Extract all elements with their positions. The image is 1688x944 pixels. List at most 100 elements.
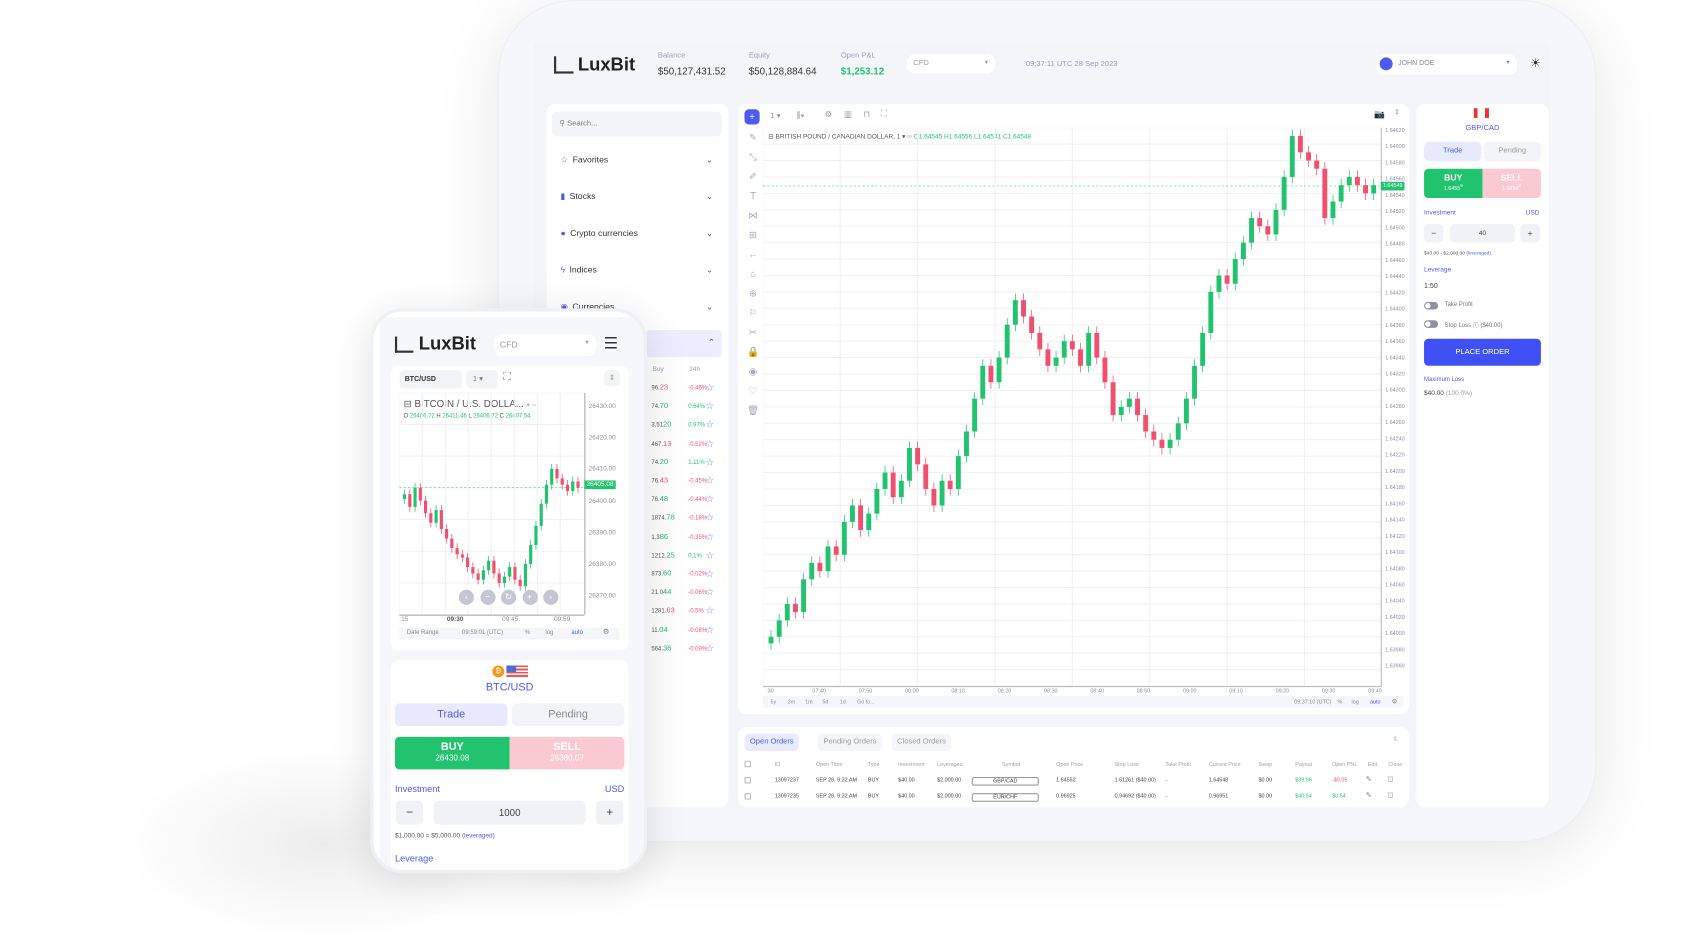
date-range-button[interactable]: Date Range — [406, 629, 439, 637]
main-candlestick-chart[interactable] — [762, 127, 1382, 687]
favorite-star-icon[interactable]: ☆ — [705, 586, 715, 598]
drawing-tool-icon[interactable]: ⤡ — [749, 151, 758, 163]
favorite-star-icon[interactable]: ☆ — [705, 437, 715, 449]
settings-icon[interactable]: ⚙ — [824, 109, 833, 120]
drawing-tool-icon[interactable]: ⋈ — [748, 209, 759, 221]
sidebar-item-currencies[interactable]: ◉ Currencies ⌄ — [552, 293, 722, 319]
range-button[interactable]: Go to... — [857, 699, 875, 706]
edit-pencil-icon[interactable]: ✎ — [1365, 775, 1372, 784]
market-row-buy[interactable]: 1281.63 — [651, 607, 674, 615]
favorite-star-icon[interactable]: ☆ — [705, 642, 715, 654]
market-row-buy[interactable]: 3.5120 — [651, 421, 671, 429]
place-order-button[interactable]: PLACE ORDER — [1424, 338, 1541, 366]
favorite-star-icon[interactable]: ☆ — [705, 400, 715, 412]
phone-decrease-button[interactable]: − — [396, 800, 424, 825]
favorite-star-icon[interactable]: ☆ — [705, 530, 715, 542]
range-button[interactable]: 3m — [787, 699, 796, 706]
expand-icon[interactable]: ⛶ — [503, 371, 511, 384]
sell-button[interactable]: SELL 1.64540 — [1482, 168, 1541, 199]
indicators-icon[interactable]: ▥ — [844, 109, 853, 120]
favorite-star-icon[interactable]: ☆ — [705, 456, 715, 468]
phone-tab-pending[interactable]: Pending — [511, 703, 625, 727]
decrease-button[interactable]: − — [1424, 223, 1444, 243]
collapse-icon[interactable]: ⇕ — [1393, 109, 1401, 117]
drawing-tool-icon[interactable]: ✂ — [749, 326, 758, 338]
market-row-buy[interactable]: 74.70 — [651, 403, 668, 411]
percent-toggle[interactable]: % — [1337, 699, 1343, 706]
close-order-icon[interactable]: ⊡ — [1387, 792, 1394, 800]
orders-tab[interactable]: Pending Orders — [818, 733, 882, 751]
row-checkbox[interactable] — [744, 776, 751, 784]
tab-pending[interactable]: Pending — [1483, 141, 1541, 162]
interval-select[interactable]: 1 ▾ — [770, 112, 781, 121]
phone-candlestick-chart[interactable] — [399, 392, 584, 615]
phone-increase-button[interactable]: + — [596, 800, 624, 825]
phone-log-toggle[interactable]: log — [545, 629, 554, 637]
market-row-buy[interactable]: 21.044 — [651, 589, 671, 597]
favorite-star-icon[interactable]: ☆ — [705, 605, 715, 617]
collapse-orders-icon[interactable]: ⇕ — [1392, 736, 1399, 744]
drawing-tool-icon[interactable]: ◉ — [748, 365, 758, 377]
orders-tab[interactable]: Closed Orders — [891, 733, 952, 751]
select-all-checkbox[interactable] — [744, 760, 751, 768]
drawing-tool-icon[interactable]: ⊕ — [749, 287, 758, 299]
market-row-buy[interactable]: 11.04 — [651, 626, 667, 634]
market-row-buy[interactable]: 564.36 — [651, 645, 671, 653]
crosshair-tool-icon[interactable]: + — [744, 109, 760, 125]
row-checkbox[interactable] — [744, 793, 751, 800]
drawing-tool-icon[interactable]: ✐ — [749, 170, 758, 182]
market-row-buy[interactable]: 96.23 — [651, 384, 668, 392]
camera-icon[interactable]: 📷 — [1374, 109, 1386, 120]
drawing-tool-icon[interactable]: ← — [748, 248, 759, 260]
phone-auto-toggle[interactable]: auto — [571, 629, 583, 637]
phone-buy-button[interactable]: BUY 26430.08 — [394, 736, 510, 770]
market-row-buy[interactable]: 76.48 — [651, 496, 668, 504]
gear-icon[interactable]: ⚙ — [1391, 699, 1398, 706]
leverage-value[interactable]: 1:50 — [1424, 282, 1438, 291]
scroll-left-icon[interactable]: ‹ — [458, 589, 474, 605]
close-order-icon[interactable]: ⊡ — [1387, 775, 1394, 784]
range-button[interactable]: 5y — [770, 699, 777, 706]
leveraged-link[interactable]: (leveraged) — [1466, 249, 1491, 256]
drawing-tool-icon[interactable]: ⌂ — [750, 268, 757, 280]
favorite-star-icon[interactable]: ☆ — [705, 493, 715, 505]
favorite-star-icon[interactable]: ☆ — [705, 419, 715, 431]
phone-interval-select[interactable]: 1 ▾ — [466, 370, 498, 389]
drawing-tool-icon[interactable]: T — [750, 190, 757, 202]
market-row-buy[interactable]: 74.20 — [651, 459, 668, 467]
favorite-star-icon[interactable]: ☆ — [705, 568, 715, 579]
edit-pencil-icon[interactable]: ✎ — [1365, 792, 1372, 800]
phone-sell-button[interactable]: SELL 26380.07 — [509, 736, 625, 770]
sidebar-item-favorites[interactable]: ☆ Favorites ⌄ — [552, 146, 722, 172]
phone-investment-input[interactable]: 1000 — [433, 800, 586, 825]
reset-icon[interactable]: ↻ — [501, 589, 517, 605]
buy-button[interactable]: BUY 1.64559 — [1424, 168, 1483, 199]
hamburger-menu-icon[interactable]: ☰ — [603, 334, 619, 353]
favorite-star-icon[interactable]: ☆ — [705, 381, 715, 393]
log-toggle[interactable]: log — [1351, 699, 1359, 706]
drawing-tool-icon[interactable]: 🔒 — [747, 346, 760, 358]
favorite-star-icon[interactable]: ☆ — [705, 549, 715, 561]
user-menu[interactable]: JOHN DOE ▼ — [1376, 54, 1518, 75]
mode-select[interactable]: CFD ▼ — [906, 54, 996, 74]
market-row-buy[interactable]: 76.43 — [651, 477, 668, 485]
favorite-star-icon[interactable]: ☆ — [705, 475, 715, 486]
phone-tab-trade[interactable]: Trade — [394, 703, 508, 727]
zoom-out-icon[interactable]: − — [479, 589, 496, 605]
drawing-tool-icon[interactable]: ♡ — [748, 385, 758, 397]
increase-button[interactable]: + — [1520, 223, 1540, 243]
favorite-star-icon[interactable]: ☆ — [705, 512, 715, 524]
market-row-buy[interactable]: 1.386 — [651, 533, 668, 541]
scroll-right-icon[interactable]: › — [543, 589, 559, 605]
candle-type-icon[interactable]: ⫼▾ — [796, 110, 805, 121]
market-row-buy[interactable]: 1212.25 — [651, 552, 674, 560]
theme-sun-icon[interactable]: ☀ — [1530, 57, 1541, 71]
drawing-tool-icon[interactable]: ✎ — [749, 132, 758, 143]
range-button[interactable]: 1d — [839, 699, 846, 706]
favorite-star-icon[interactable]: ☆ — [705, 623, 715, 635]
market-row-buy[interactable]: 467.13 — [651, 440, 671, 448]
tab-trade[interactable]: Trade — [1424, 141, 1482, 162]
phone-symbol-select[interactable]: BTC/USD — [399, 370, 463, 389]
phone-leveraged-link[interactable]: (leveraged) — [461, 833, 495, 840]
market-row-buy[interactable]: 1874.78 — [651, 514, 674, 522]
